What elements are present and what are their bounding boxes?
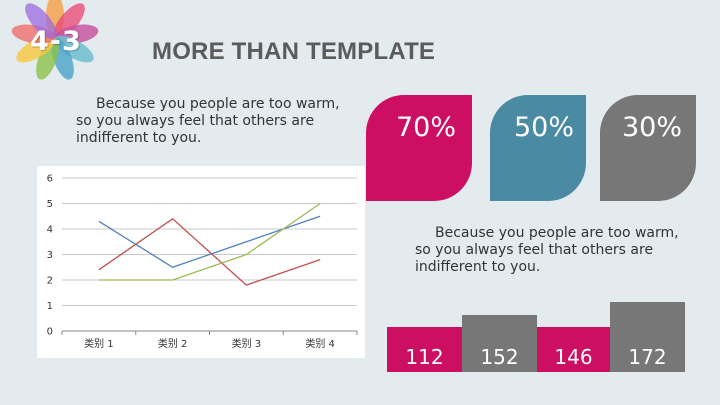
stat-value: 50% (514, 112, 575, 143)
bar-value: 112 (405, 345, 444, 369)
y-tick-label: 0 (47, 327, 53, 338)
y-tick-label: 6 (47, 174, 53, 185)
stat-card-3: 30% (600, 95, 696, 201)
x-tick-label: 类别 1 (84, 337, 114, 350)
bar-value: 152 (480, 345, 519, 369)
y-tick-label: 3 (47, 250, 53, 261)
description-left: Because you people are too warm, so you … (76, 96, 340, 146)
bar-3: 146 (537, 327, 610, 372)
series-line-3 (98, 202, 321, 281)
section-number: 4-3 (30, 26, 82, 57)
stat-value: 70% (396, 112, 457, 143)
y-tick-label: 4 (47, 225, 53, 236)
page-title: MORE THAN TEMPLATE (152, 38, 436, 65)
stat-value: 30% (622, 112, 683, 143)
y-tick-label: 1 (47, 301, 53, 312)
series-line-1 (98, 215, 321, 268)
line-chart: 0 1 2 3 4 5 6 类别 1 类别 2 类别 3 类别 4 (37, 166, 365, 358)
logo: 4-3 (0, 0, 112, 80)
bar-4: 172 (610, 302, 685, 372)
stat-card-1: 70% (366, 95, 472, 201)
bar-value: 172 (628, 345, 667, 369)
x-tick-label: 类别 2 (158, 337, 188, 350)
flower-logo-icon (11, 0, 99, 80)
bar-2: 152 (462, 315, 537, 372)
bar-1: 112 (387, 327, 462, 372)
stat-card-2: 50% (490, 95, 586, 201)
description-right: Because you people are too warm, so you … (415, 225, 679, 275)
x-tick-label: 类别 3 (232, 337, 262, 350)
series-line-2 (98, 217, 321, 286)
y-tick-label: 2 (47, 276, 53, 287)
bar-value: 146 (554, 345, 593, 369)
y-tick-label: 5 (47, 199, 53, 210)
x-tick-label: 类别 4 (305, 337, 335, 350)
line-chart-svg: 0 1 2 3 4 5 6 类别 1 类别 2 类别 3 类别 4 (47, 174, 358, 350)
